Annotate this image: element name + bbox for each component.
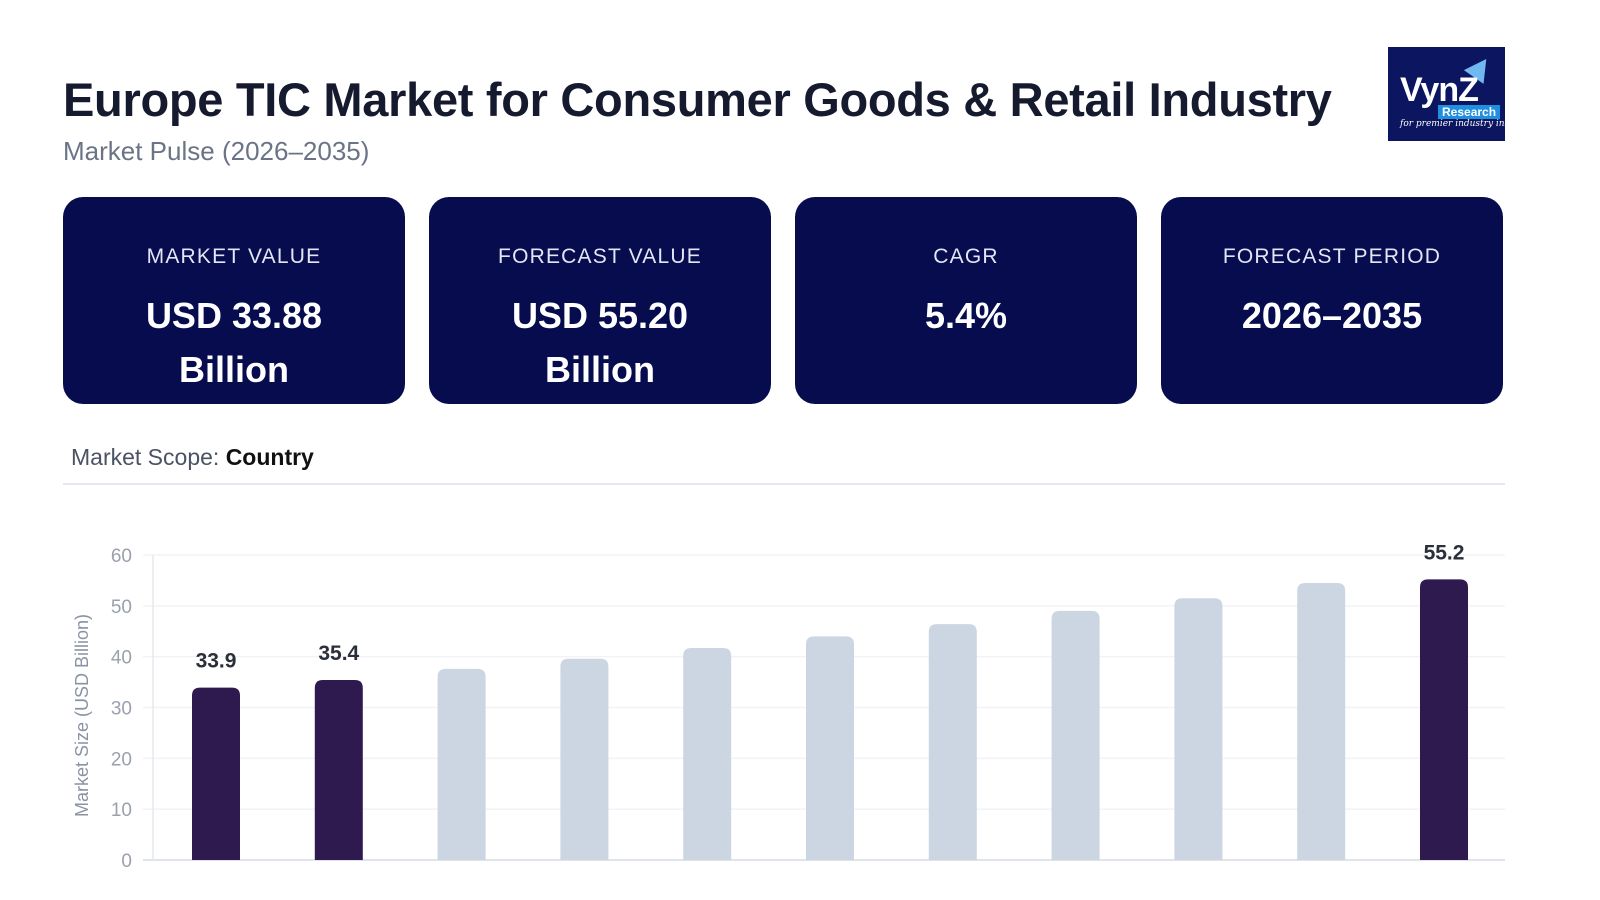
data-label: 55.2 <box>1424 541 1465 564</box>
bar <box>192 687 240 860</box>
y-tick-label: 50 <box>111 597 132 618</box>
bar <box>806 636 854 860</box>
data-label: 35.4 <box>318 642 359 665</box>
page-title: Europe TIC Market for Consumer Goods & R… <box>63 73 1332 126</box>
y-tick-label: 0 <box>121 851 132 872</box>
scope-value: Country <box>225 444 314 470</box>
kpi-cards: MARKET VALUE USD 33.88 Billion FORECAST V… <box>63 197 1503 404</box>
card-value-line: USD 33.88 <box>145 295 323 336</box>
logo-text: VynZ <box>1400 71 1479 109</box>
card-label: MARKET VALUE <box>146 245 322 268</box>
data-label: 33.9 <box>196 650 237 673</box>
scope-label: Market Scope: <box>71 444 220 470</box>
bar <box>1051 610 1100 860</box>
card-value-unit: Billion <box>179 349 289 390</box>
bar <box>1297 582 1346 860</box>
y-tick-label: 30 <box>111 699 132 720</box>
card-value-unit: Billion <box>545 349 655 390</box>
y-tick-label: 60 <box>111 546 132 567</box>
bar-chart: 0 10 20 30 40 50 60 Market Size (USD Billion) 33… <box>72 541 1505 872</box>
logo-sub: Research <box>1438 105 1501 119</box>
card-label: FORECAST VALUE <box>498 245 702 268</box>
y-tick-label: 10 <box>111 800 132 821</box>
bar <box>314 680 363 860</box>
card-value: 5.4% <box>924 295 1008 336</box>
bar <box>560 658 609 860</box>
logo-tagline: for premier industry insights <box>1400 119 1532 129</box>
page-subtitle: Market Pulse (2026–2035) <box>63 136 370 166</box>
bar <box>437 668 486 860</box>
market-value-card: MARKET VALUE USD 33.88 Billion <box>63 197 405 404</box>
bar <box>1420 579 1468 860</box>
y-axis-label: Market Size (USD Billion) <box>72 614 92 817</box>
forecast-value-card: FORECAST VALUE USD 55.20 Billion <box>429 197 771 404</box>
vynz-logo: VynZ Research for premier industry insig… <box>1388 47 1532 141</box>
cagr-card: CAGR 5.4% <box>795 197 1137 404</box>
forecast-period-card: FORECAST PERIOD 2026–2035 <box>1161 197 1503 404</box>
card-label: FORECAST PERIOD <box>1222 245 1442 268</box>
y-tick-label: 40 <box>111 648 132 669</box>
market-scope: Market Scope: Country <box>71 444 314 471</box>
card-label: CAGR <box>933 245 999 268</box>
bar <box>928 624 977 860</box>
bar <box>1174 598 1223 860</box>
divider <box>63 483 1505 485</box>
card-value: USD 55.20 Billion <box>429 289 771 397</box>
card-value: 2026–2035 <box>1241 295 1423 336</box>
bar <box>683 648 732 860</box>
card-value-line: USD 55.20 <box>511 295 689 336</box>
y-tick-label: 20 <box>111 749 132 770</box>
card-value: USD 33.88 Billion <box>63 289 405 397</box>
